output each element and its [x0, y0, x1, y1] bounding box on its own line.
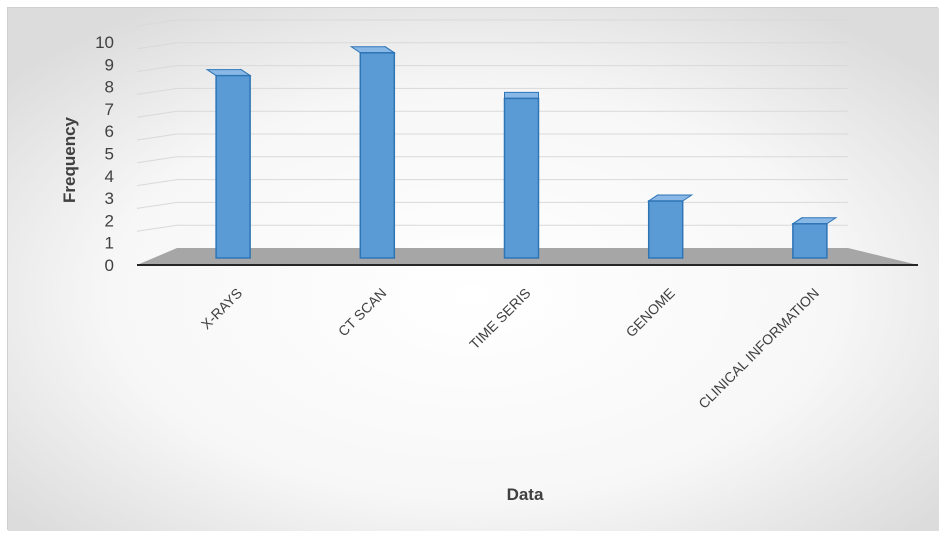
- gridline-diagonal: [136, 19, 178, 27]
- y-axis-ticks: 0 1 2 3 4 5 6 7 8 9 10: [95, 33, 114, 275]
- bar-top: [504, 91, 539, 99]
- chart-area: 0 1 2 3 4 5 6 7 8 9 10 X-RAYS CT SCAN TIME SERIS GENO…: [7, 7, 939, 531]
- y-tick-label: 9: [105, 55, 114, 74]
- gridline-diagonal: [136, 224, 178, 232]
- bar: [359, 52, 396, 259]
- bar: [647, 200, 684, 259]
- bar: [503, 97, 540, 259]
- bars: [205, 45, 838, 259]
- y-tick-label: 6: [105, 122, 114, 141]
- bar: [215, 74, 251, 259]
- x-axis-title: Data: [507, 485, 544, 504]
- gridline-diagonal: [136, 156, 178, 164]
- y-tick-label: 3: [105, 189, 114, 208]
- y-tick-label: 1: [105, 234, 114, 253]
- y-tick-label: 7: [105, 100, 114, 119]
- y-tick-label: 5: [105, 145, 114, 164]
- y-tick-label: 4: [105, 167, 114, 186]
- gridline-diagonal: [136, 201, 178, 209]
- gridline-diagonal: [136, 133, 178, 141]
- y-tick-label: 0: [105, 256, 114, 275]
- y-tick-label: 8: [105, 78, 114, 97]
- gridline-diagonal: [136, 110, 178, 118]
- y-axis-title: Frequency: [60, 116, 79, 203]
- gridline-diagonal: [136, 87, 178, 95]
- gridline-diagonal: [136, 179, 178, 187]
- chart-background: [8, 8, 939, 531]
- gridline-diagonal: [136, 42, 178, 50]
- y-tick-label: 2: [105, 211, 114, 230]
- y-tick-label: 10: [95, 33, 114, 52]
- gridline-diagonal: [136, 65, 178, 73]
- bar: [792, 223, 828, 259]
